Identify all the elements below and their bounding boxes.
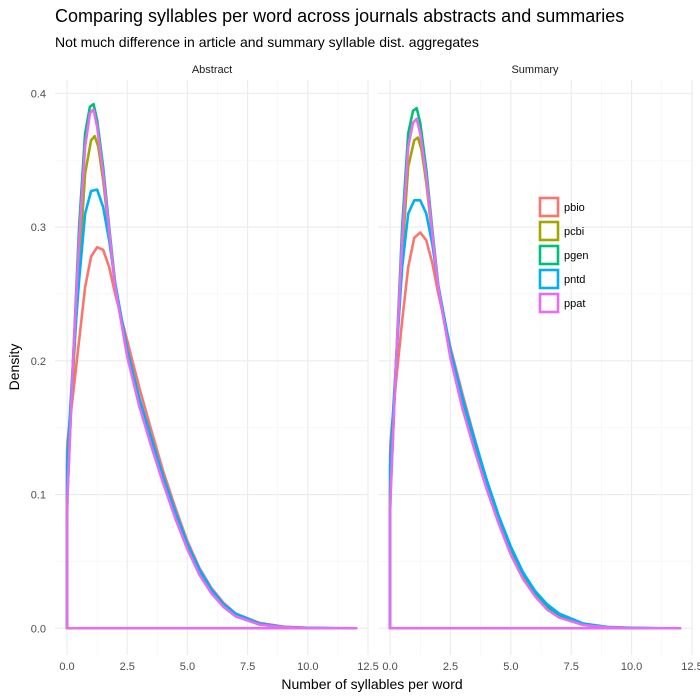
y-tick-label: 0.0	[31, 623, 46, 635]
x-axis-title: Number of syllables per word	[281, 676, 462, 692]
chart-subtitle: Not much difference in article and summa…	[55, 34, 479, 50]
series-line-pgen-summary	[388, 106, 682, 630]
series-line-pcbi-abstract	[65, 134, 358, 630]
series-line-pntd-abstract	[65, 188, 358, 630]
legend-label-pgen: pgen	[564, 250, 588, 262]
x-tick-label: 2.5	[443, 661, 458, 673]
series-line-pbio-summary	[388, 231, 682, 630]
series-line-ppat-abstract	[65, 108, 358, 630]
chart-title: Comparing syllables per word across jour…	[55, 6, 624, 26]
legend-key-pcbi	[538, 220, 560, 242]
series-line-pgen-abstract	[65, 102, 358, 630]
series-lines	[65, 102, 358, 630]
x-tick-label: 12.5	[681, 661, 700, 673]
x-tick-label: 5.0	[180, 661, 195, 673]
x-tick-label: 12.5	[357, 661, 378, 673]
legend-key-ppat	[538, 292, 560, 314]
y-tick-label: 0.3	[31, 222, 46, 234]
x-tick-label: 0.0	[382, 661, 397, 673]
gridlines	[378, 80, 693, 655]
x-tick-label: 0.0	[59, 661, 74, 673]
series-line-ppat-summary	[388, 117, 682, 630]
panel-label-summary: Summary	[511, 64, 559, 76]
legend-label-pntd: pntd	[564, 274, 585, 286]
legend-label-pbio: pbio	[564, 202, 585, 214]
y-axis-title: Density	[6, 344, 22, 391]
x-tick-label: 7.5	[240, 661, 255, 673]
panel-summary: Summary	[378, 64, 693, 655]
series-line-pbio-abstract	[65, 245, 358, 630]
legend-label-pcbi: pcbi	[564, 226, 584, 238]
y-tick-label: 0.4	[31, 88, 46, 100]
x-axis-ticks: 0.0 2.5 5.0 7.5 10.0 12.5 0.0 2.5 5.0 7.5 10.0 12.5	[59, 661, 700, 673]
x-tick-label: 5.0	[503, 661, 518, 673]
y-tick-label: 0.1	[31, 490, 46, 502]
legend-key-pgen	[538, 244, 560, 266]
legend: pbio pcbi pgen pntd ppat	[538, 196, 588, 314]
y-axis-ticks: 0.0 0.1 0.2 0.3 0.4	[31, 88, 46, 635]
legend-key-pbio	[538, 196, 560, 218]
x-tick-label: 7.5	[564, 661, 579, 673]
panel-abstract: Abstract	[55, 64, 369, 655]
x-tick-label: 10.0	[621, 661, 642, 673]
x-tick-label: 2.5	[120, 661, 135, 673]
legend-label-ppat: ppat	[564, 298, 585, 310]
legend-key-pntd	[538, 268, 560, 290]
x-tick-label: 10.0	[297, 661, 318, 673]
panel-label-abstract: Abstract	[192, 64, 232, 76]
series-line-pcbi-summary	[388, 136, 682, 630]
series-lines	[388, 106, 682, 630]
y-tick-label: 0.2	[31, 356, 46, 368]
gridlines	[55, 80, 369, 655]
